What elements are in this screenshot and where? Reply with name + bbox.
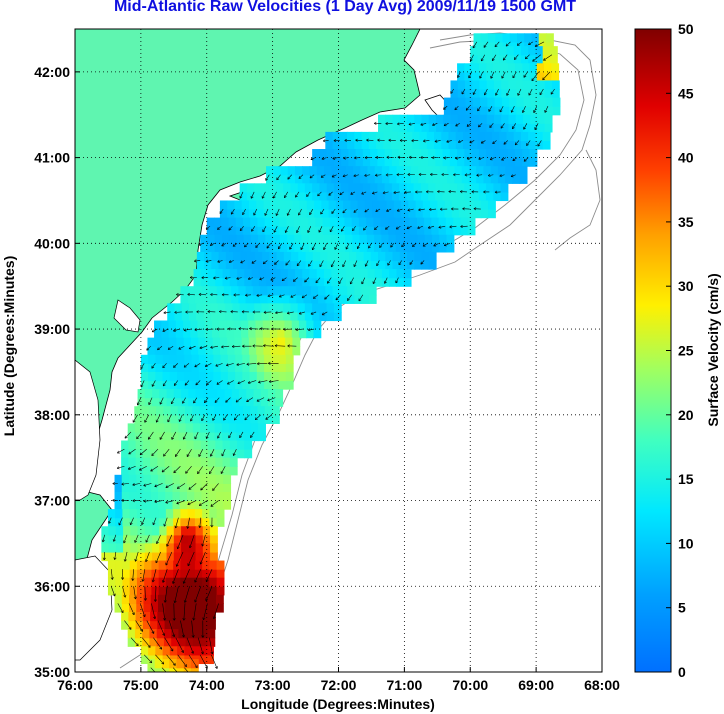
delaware-bay: [113, 299, 141, 333]
colorbar-tick-label: 20: [678, 407, 694, 423]
pamlico-sound: [75, 555, 113, 661]
colorbar-tick-label: 45: [678, 85, 694, 101]
colorbar-tick-label: 15: [678, 471, 694, 487]
colorbar-tick-label: 25: [678, 343, 694, 359]
lat-tick-label: 42:00: [34, 64, 70, 80]
lon-tick-label: 72:00: [321, 677, 357, 693]
colorbar: [634, 28, 672, 673]
velocity-vectors: [101, 41, 555, 672]
longitude-axis: 76:00 75:00 74:00 73:00 72:00 71:00 70:00 69:00…: [57, 667, 620, 693]
latitude-axis: 35:00 36:00 37:00 38:00 39:00 40:00 41:00 42:00: [34, 64, 80, 680]
lon-tick-label: 71:00: [386, 677, 422, 693]
colorbar-tick-label: 50: [678, 21, 694, 37]
colorbar-tick-label: 10: [678, 535, 694, 551]
land-mass: [75, 29, 421, 621]
chesapeake-bay: [75, 359, 101, 501]
lon-tick-label: 75:00: [123, 677, 159, 693]
lat-tick-label: 38:00: [34, 407, 70, 423]
lon-tick-label: 69:00: [518, 677, 554, 693]
lat-tick-label: 37:00: [34, 493, 70, 509]
colorbar-tick-label: 5: [678, 600, 686, 616]
lat-tick-label: 36:00: [34, 578, 70, 594]
map-title: Mid-Atlantic Raw Velocities (1 Day Avg) …: [113, 0, 577, 15]
x-axis-label: Longitude (Degrees:Minutes): [241, 696, 435, 712]
lon-tick-label: 70:00: [452, 677, 488, 693]
lat-tick-label: 41:00: [34, 150, 70, 166]
lon-tick-label: 68:00: [584, 677, 620, 693]
lon-tick-label: 76:00: [57, 677, 93, 693]
lon-tick-label: 74:00: [189, 677, 225, 693]
colorbar-tick-label: 0: [678, 664, 686, 680]
lat-tick-label: 35:00: [34, 664, 70, 680]
colorbar-axis: 0 5 10 15 20 25 30 35 40 45 50: [666, 21, 694, 680]
colorbar-tick-label: 35: [678, 214, 694, 230]
colorbar-tick-label: 30: [678, 278, 694, 294]
lon-tick-label: 73:00: [255, 677, 291, 693]
colorbar-tick-label: 40: [678, 150, 694, 166]
lat-tick-label: 40:00: [34, 235, 70, 251]
lat-tick-label: 39:00: [34, 321, 70, 337]
y-axis-label: Latitude (Degrees:Minutes): [1, 256, 17, 436]
colorbar-label: Surface Velocity (cm/s): [705, 273, 721, 426]
